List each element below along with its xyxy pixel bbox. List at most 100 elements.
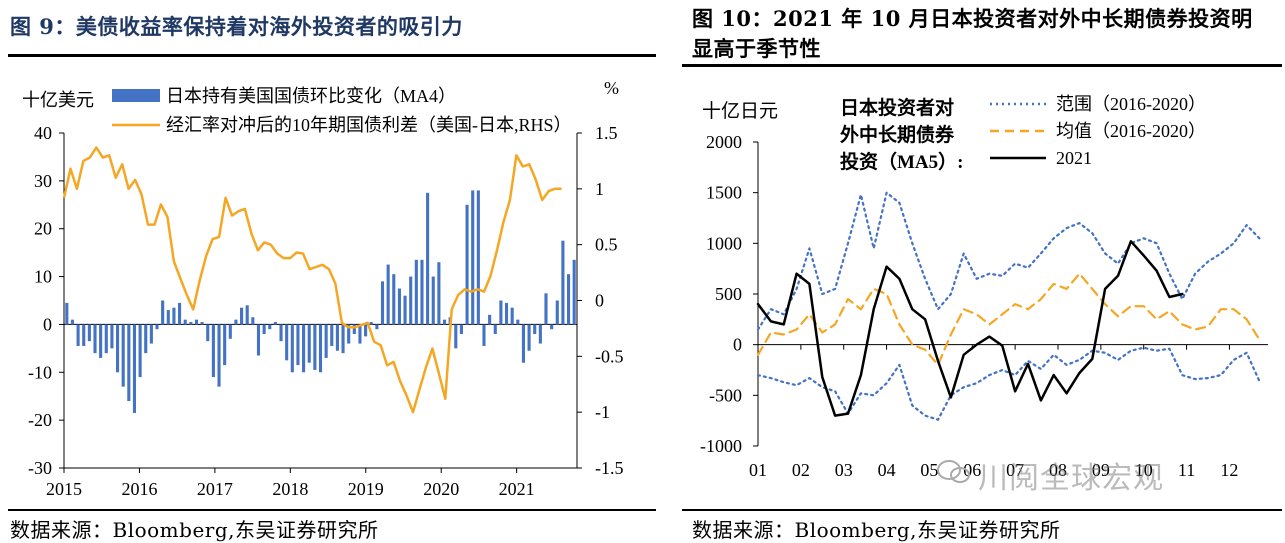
left-y-tick-label: 30: [34, 171, 52, 191]
right-x-tick-label: 09: [1092, 460, 1110, 480]
left-bar: [510, 307, 514, 325]
left-bar: [228, 324, 232, 339]
right-x-tick-label: 11: [1178, 460, 1195, 480]
left-bar: [544, 293, 548, 325]
left-y-tick-label: 40: [34, 123, 52, 143]
left-legend-bar-label: 日本持有美国国债环比变化（MA4）: [166, 86, 456, 106]
left-y-tick-label: -20: [28, 410, 52, 430]
right-y-tick-label: -500: [709, 385, 742, 405]
left-bar: [392, 274, 396, 325]
right-legend-title-line: 投资（MA5）:: [840, 150, 963, 173]
left-bar: [426, 192, 430, 325]
left-bar: [155, 324, 159, 330]
left-bar: [364, 324, 368, 337]
right-legend-label: 2021: [1056, 148, 1092, 168]
left-bar: [273, 322, 277, 325]
right-source: 数据来源：Bloomberg,东吴证券研究所: [692, 518, 1061, 542]
right-y-tick-label: 2000: [706, 132, 742, 152]
left-figure: 图 9：美债收益率保持着对海外投资者的吸引力 十亿美元% 日本持有美国国债环比变化…: [8, 14, 656, 542]
left-y-tick-label: -10: [28, 362, 52, 382]
left-bar: [70, 319, 75, 325]
left-source-rule: [8, 509, 656, 511]
left-bar: [110, 324, 114, 349]
left-bar: [437, 262, 441, 325]
left-y2-tick-label: -1.5: [595, 458, 624, 478]
left-bar: [442, 319, 447, 325]
left-bar: [240, 307, 244, 325]
left-bar: [183, 319, 187, 325]
left-bar: [194, 319, 199, 325]
left-bar: [533, 324, 537, 334]
left-bar: [279, 324, 283, 342]
left-bar: [493, 324, 497, 334]
right-series-line: [756, 240, 1184, 417]
left-y2-tick-label: 1: [595, 179, 604, 199]
left-x-tick-label: 2015: [46, 479, 82, 499]
right-x-tick-label: 01: [749, 460, 767, 480]
left-bar: [245, 305, 249, 325]
right-x-tick-label: 05: [920, 460, 938, 480]
left-figure-title: 图 9：美债收益率保持着对海外投资者的吸引力: [10, 14, 463, 39]
left-bar: [516, 319, 520, 325]
left-bar: [386, 264, 390, 325]
left-bar: [234, 319, 238, 325]
left-bar: [414, 259, 418, 325]
right-x-tick-label: 02: [792, 460, 810, 480]
right-figure: 图 10：2021 年 10 月日本投资者对外中长期债券投资明显高于季节性 十亿…: [678, 0, 1285, 542]
right-figure-title: 图 10：2021 年 10 月日本投资者对外中长期债券投资明显高于季节性: [692, 6, 1253, 61]
left-bar: [347, 324, 351, 344]
left-y2-tick-label: -1: [595, 402, 610, 422]
left-bar: [555, 300, 559, 325]
left-bar: [341, 324, 345, 354]
left-bar: [99, 324, 103, 358]
right-legend-title-line: 外中长期债券: [840, 123, 955, 146]
right-x-tick-label: 08: [1049, 460, 1067, 480]
left-source: 数据来源：Bloomberg,东吴证券研究所: [10, 518, 379, 542]
left-bar: [538, 324, 542, 344]
left-bar: [431, 276, 435, 325]
left-y-tick-label: 0: [43, 314, 52, 334]
left-x-tick-label: 2020: [423, 479, 459, 499]
left-bar: [352, 324, 356, 334]
left-bar: [211, 324, 215, 378]
left-bar: [144, 324, 148, 354]
left-bar: [290, 324, 294, 373]
left-bar: [465, 204, 469, 325]
left-bar: [358, 324, 362, 344]
right-y-axis-label: 十亿日元: [702, 100, 778, 122]
right-series-line: [756, 191, 1261, 331]
left-bar: [572, 259, 576, 325]
left-bar: [527, 324, 531, 351]
left-bar: [521, 324, 525, 363]
left-bar: [262, 324, 266, 334]
right-y-tick-label: -1000: [700, 436, 742, 456]
left-bar: [251, 317, 255, 325]
left-y-axis-label: 十亿美元: [22, 90, 94, 110]
left-bar: [471, 190, 475, 325]
left-y-tick-label: -30: [28, 458, 52, 478]
left-bar: [302, 324, 306, 373]
left-y2-tick-label: -0.5: [595, 346, 624, 366]
right-series-line: [756, 272, 1261, 366]
left-x-tick-label: 2019: [348, 479, 384, 499]
left-bar: [116, 324, 120, 373]
left-y2-tick-label: 1.5: [595, 123, 618, 143]
left-bar: [76, 324, 80, 346]
left-bar: [330, 324, 334, 346]
left-bar: [65, 302, 69, 325]
right-x-tick-label: 12: [1220, 460, 1238, 480]
left-bar: [268, 324, 272, 330]
right-legend-label: 均值（2016-2020）: [1056, 121, 1206, 141]
left-bar: [206, 324, 210, 342]
left-bar: [121, 324, 125, 387]
left-bar: [149, 324, 153, 344]
left-chart: 十亿美元% 日本持有美国国债环比变化（MA4） 经汇率对冲后的10年期国债利差（美国…: [22, 78, 624, 499]
left-x-tick-label: 2016: [121, 479, 157, 499]
right-x-tick-label: 06: [963, 460, 981, 480]
left-bar: [313, 324, 317, 370]
right-y-tick-label: 0: [733, 335, 742, 355]
left-bar: [223, 324, 227, 366]
right-x-tick-label: 03: [835, 460, 853, 480]
left-bar: [104, 324, 108, 354]
left-bar: [200, 322, 204, 325]
